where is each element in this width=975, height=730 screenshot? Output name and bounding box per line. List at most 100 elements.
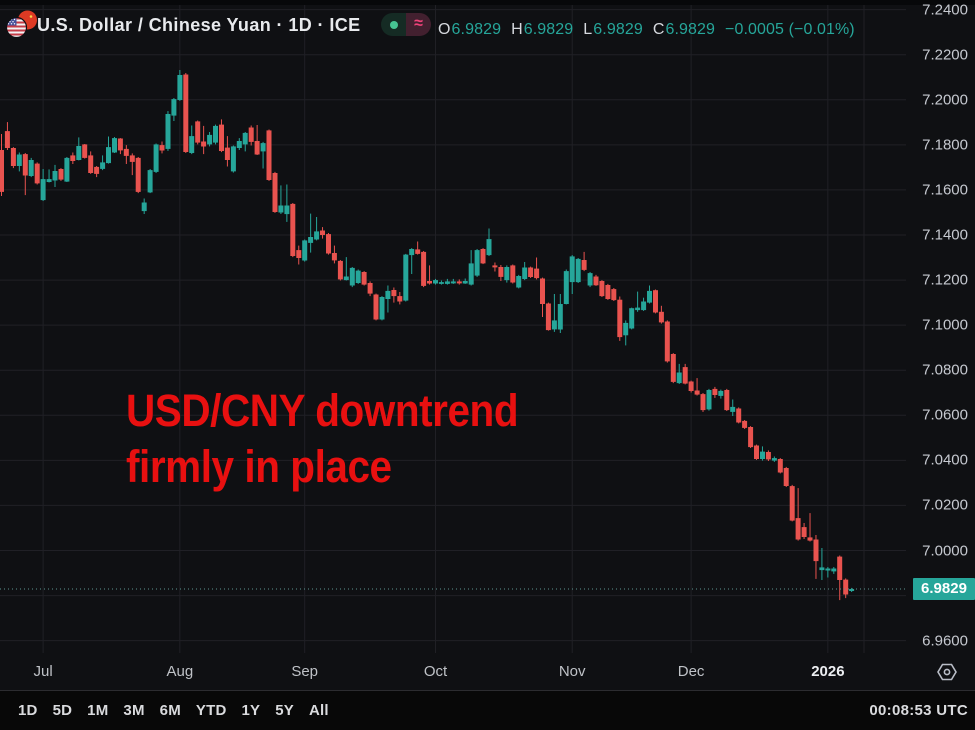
range-button-6m[interactable]: 6M <box>159 702 181 719</box>
range-button-5d[interactable]: 5D <box>52 702 73 719</box>
range-button-1m[interactable]: 1M <box>87 702 109 719</box>
price-axis-label: 6.9600 <box>922 632 968 650</box>
candle-body <box>581 260 587 270</box>
candle-body <box>593 276 599 286</box>
range-button-1d[interactable]: 1D <box>18 702 38 719</box>
candle-down <box>599 280 605 297</box>
candle-body <box>534 268 540 279</box>
price-axis-label: 7.0200 <box>922 496 968 514</box>
price-axis[interactable]: 7.2400 7.2200 7.2000 7.1800 7.1600 7.1400 7.12… <box>906 0 975 653</box>
candle-body <box>777 459 783 473</box>
candle-body <box>367 283 373 294</box>
candle-down <box>605 283 611 300</box>
candle-down <box>653 289 658 314</box>
candle-body <box>694 390 700 395</box>
candle-body <box>230 146 236 172</box>
candle-body <box>724 390 730 411</box>
candle-body <box>575 258 581 283</box>
candle-down <box>807 513 813 542</box>
time-axis-label-2026[interactable]: 2026 <box>811 663 845 680</box>
candle-body <box>4 131 10 148</box>
clock-utc[interactable]: 00:08:53 UTC <box>869 702 968 719</box>
candle-up <box>76 137 82 161</box>
time-axis-label-oct[interactable]: Oct <box>423 663 448 680</box>
candle-body <box>379 297 385 320</box>
time-axis-label-jul[interactable]: Jul <box>33 663 53 680</box>
candle-up <box>569 255 575 294</box>
candle-body <box>314 231 320 240</box>
candle-body <box>296 250 302 258</box>
candle-body <box>34 163 40 184</box>
candle-down <box>397 292 403 305</box>
candle-body <box>141 202 147 212</box>
candle-down <box>34 162 40 185</box>
annotation-line2: firmly in place <box>126 441 392 492</box>
candle-down <box>82 144 88 159</box>
candle-up <box>647 285 652 304</box>
candle-body <box>843 579 849 595</box>
timezone-settings-gear-icon[interactable] <box>936 662 958 682</box>
candle-up <box>462 278 468 284</box>
candle-body <box>28 160 34 176</box>
range-button-1y[interactable]: 1Y <box>241 702 261 719</box>
candle-up <box>171 98 177 121</box>
candle-body <box>337 260 343 280</box>
candle-up <box>100 155 106 171</box>
candle-down <box>373 293 379 321</box>
candle-body <box>712 388 718 395</box>
candle-body <box>290 203 296 256</box>
candle-down <box>611 288 617 301</box>
candle-body <box>682 367 688 384</box>
candle-up <box>635 291 641 312</box>
candle-body <box>22 154 28 176</box>
candle-body <box>718 390 724 396</box>
candle-down <box>795 488 801 541</box>
candle-body <box>486 239 492 256</box>
candle-body <box>462 281 468 284</box>
candle-body <box>308 237 314 243</box>
candle-up <box>403 253 409 302</box>
candle-body <box>100 162 106 169</box>
candle-body <box>545 303 551 331</box>
time-axis-label-dec[interactable]: Dec <box>677 663 705 680</box>
candle-down <box>843 578 849 599</box>
candle-down <box>415 241 421 255</box>
candle-body <box>510 265 516 283</box>
candle-down <box>658 305 664 324</box>
candle-body <box>58 169 64 180</box>
candle-body <box>278 205 284 213</box>
candle-body <box>189 136 195 153</box>
candle-body <box>403 254 409 301</box>
candle-body <box>147 170 153 193</box>
range-button-5y[interactable]: 5Y <box>275 702 295 719</box>
candle-body <box>236 141 242 148</box>
range-button-3m[interactable]: 3M <box>123 702 145 719</box>
candle-body <box>373 294 379 320</box>
candle-down <box>789 484 795 522</box>
range-button-ytd[interactable]: YTD <box>195 702 227 719</box>
candle-down <box>201 125 207 155</box>
time-axis[interactable]: Jul Aug Sep Oct Nov Dec 2026 <box>0 653 975 690</box>
candle-body <box>456 281 462 284</box>
candle-body <box>611 289 617 301</box>
candle-up <box>40 169 46 201</box>
candle-down <box>22 153 28 196</box>
time-axis-label-aug[interactable]: Aug <box>166 663 194 680</box>
candle-down <box>682 363 688 385</box>
candle-body <box>207 134 213 145</box>
candle-down <box>783 466 789 487</box>
candle-up <box>106 136 111 164</box>
range-button-all[interactable]: All <box>309 702 329 719</box>
time-axis-label-nov[interactable]: Nov <box>558 663 586 680</box>
candle-down <box>712 386 718 398</box>
candle-down <box>248 125 254 146</box>
candle-up <box>730 399 736 416</box>
time-axis-label-sep[interactable]: Sep <box>291 663 319 680</box>
price-axis-label: 7.2400 <box>922 1 968 19</box>
candle-up <box>52 164 58 187</box>
candle-body <box>421 251 427 286</box>
candle-down <box>801 523 807 539</box>
candle-body <box>320 230 325 235</box>
candle-body <box>569 256 575 283</box>
